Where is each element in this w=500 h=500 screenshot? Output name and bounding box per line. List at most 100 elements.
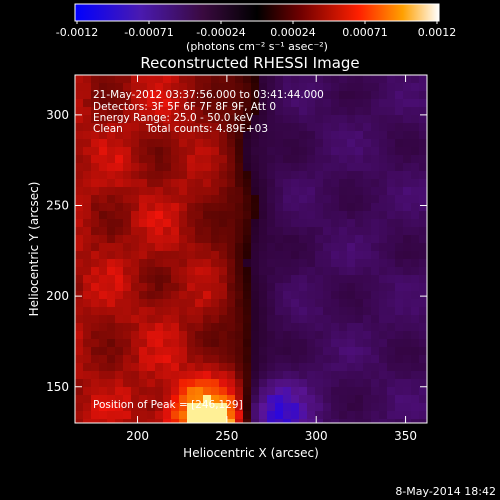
heatmap-cell (171, 299, 179, 307)
heatmap-cell (171, 171, 179, 179)
heatmap-cell (179, 395, 187, 403)
heatmap-cell (403, 131, 411, 139)
heatmap-cell (203, 203, 211, 211)
heatmap-cell (171, 371, 179, 379)
heatmap-cell (363, 211, 371, 219)
heatmap-cell (187, 163, 195, 171)
heatmap-cell (227, 227, 235, 235)
heatmap-cell (371, 387, 379, 395)
heatmap-cell (331, 371, 339, 379)
heatmap-cell (323, 195, 331, 203)
heatmap-cell (347, 179, 355, 187)
heatmap-cell (211, 147, 219, 155)
heatmap-cell (363, 379, 371, 387)
heatmap-cell (115, 243, 123, 251)
heatmap-cell (291, 259, 299, 267)
heatmap-cell (315, 411, 323, 419)
heatmap-cell (315, 219, 323, 227)
heatmap-cell (259, 363, 267, 371)
heatmap-cell (115, 283, 123, 291)
heatmap-cell (387, 243, 395, 251)
heatmap-cell (155, 243, 163, 251)
heatmap-cell (267, 163, 275, 171)
heatmap-cell (163, 403, 171, 411)
heatmap-cell (75, 155, 83, 163)
heatmap-cell (275, 195, 283, 203)
heatmap-cell (347, 339, 355, 347)
heatmap-cell (275, 419, 283, 423)
heatmap-cell (107, 331, 115, 339)
heatmap-cell (347, 99, 355, 107)
heatmap-cell (235, 363, 243, 371)
heatmap-cell (347, 211, 355, 219)
heatmap-cell (91, 315, 99, 323)
heatmap-cell (123, 347, 131, 355)
heatmap-cell (355, 91, 363, 99)
heatmap-cell (283, 291, 291, 299)
heatmap-cell (411, 147, 419, 155)
heatmap-cell (275, 275, 283, 283)
heatmap-cell (291, 227, 299, 235)
heatmap-cell (251, 419, 259, 423)
heatmap-cell (107, 355, 115, 363)
heatmap-cell (395, 203, 403, 211)
heatmap-cell (179, 203, 187, 211)
heatmap-cell (203, 387, 211, 395)
heatmap-cell (147, 323, 155, 331)
heatmap-cell (235, 323, 243, 331)
heatmap-cell (307, 91, 315, 99)
heatmap-cell (99, 243, 107, 251)
heatmap-cell (227, 355, 235, 363)
heatmap-cell (267, 155, 275, 163)
heatmap-cell (251, 379, 259, 387)
heatmap-cell (315, 203, 323, 211)
heatmap-cell (411, 419, 419, 423)
heatmap-cell (299, 283, 307, 291)
heatmap-cell (395, 275, 403, 283)
heatmap-cell (203, 379, 211, 387)
heatmap-cell (235, 307, 243, 315)
heatmap-cell (363, 99, 371, 107)
heatmap-cell (259, 355, 267, 363)
heatmap-cell (339, 387, 347, 395)
heatmap-cell (227, 179, 235, 187)
heatmap-cell (203, 187, 211, 195)
heatmap-cell (243, 371, 251, 379)
heatmap-cell (267, 99, 275, 107)
heatmap-cell (83, 267, 91, 275)
heatmap-cell (187, 379, 195, 387)
heatmap-cell (139, 211, 147, 219)
heatmap-cell (323, 379, 331, 387)
heatmap-cell (211, 123, 219, 131)
heatmap-cell (203, 355, 211, 363)
heatmap-cell (379, 275, 387, 283)
heatmap-cell (83, 123, 91, 131)
heatmap-cell (155, 91, 163, 99)
heatmap-cell (91, 163, 99, 171)
heatmap-cell (195, 315, 203, 323)
heatmap-cell (243, 339, 251, 347)
heatmap-cell (83, 75, 91, 83)
heatmap-cell (275, 379, 283, 387)
heatmap-cell (251, 187, 259, 195)
heatmap-cell (387, 387, 395, 395)
heatmap-cell (155, 283, 163, 291)
heatmap-cell (211, 211, 219, 219)
heatmap-cell (131, 339, 139, 347)
heatmap-cell (299, 211, 307, 219)
heatmap-cell (411, 91, 419, 99)
heatmap-cell (331, 307, 339, 315)
heatmap-cell (171, 347, 179, 355)
heatmap-cell (363, 363, 371, 371)
heatmap-cell (371, 163, 379, 171)
heatmap-cell (187, 131, 195, 139)
heatmap-cell (155, 331, 163, 339)
heatmap-cell (387, 355, 395, 363)
heatmap-cell (227, 107, 235, 115)
heatmap-cell (115, 347, 123, 355)
heatmap-cell (251, 227, 259, 235)
heatmap-cell (83, 379, 91, 387)
heatmap-cell (203, 179, 211, 187)
heatmap-cell (227, 267, 235, 275)
heatmap-cell (347, 75, 355, 83)
